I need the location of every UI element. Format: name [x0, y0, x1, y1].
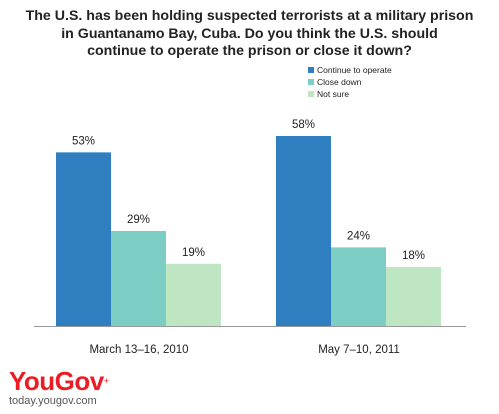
brand-block: YouGov+ today.yougov.com	[9, 368, 109, 408]
data-label-continue-to-operate-2: 58%	[292, 119, 315, 131]
title-line-3: continue to operate the prison or close …	[87, 43, 412, 59]
data-label-not-sure-1: 19%	[182, 247, 205, 259]
legend-swatch-3	[308, 91, 314, 97]
bar-close-down-1	[111, 231, 166, 326]
bar-not-sure-1	[166, 263, 221, 326]
x-tick-label-1: March 13–16, 2010	[89, 344, 188, 356]
data-label-continue-to-operate-1: 53%	[72, 135, 95, 147]
bar-continue-to-operate-1	[56, 152, 111, 326]
x-tick-label-2: May 7–10, 2011	[318, 344, 400, 356]
legend-swatch-2	[308, 79, 314, 85]
data-label-not-sure-2: 18%	[402, 250, 425, 262]
legend-swatch-1	[308, 67, 314, 73]
bar-close-down-2	[331, 247, 386, 326]
bar-continue-to-operate-2	[276, 136, 331, 326]
legend-label-1: Continue to operate	[317, 65, 392, 75]
legend-label-3: Not sure	[317, 89, 349, 99]
title-line-2: in Guantanamo Bay, Cuba. Do you think th…	[61, 25, 438, 42]
data-label-close-down-1: 29%	[127, 214, 150, 226]
legend-label-2: Close down	[317, 77, 362, 87]
bar-not-sure-2	[386, 267, 441, 326]
data-label-close-down-2: 24%	[347, 230, 370, 242]
chart-title: The U.S. has been holding suspected terr…	[0, 8, 499, 61]
title-line-1: The U.S. has been holding suspected terr…	[25, 8, 474, 24]
brand-url: today.yougov.com	[9, 395, 97, 407]
yougov-logo: YouGov+	[9, 366, 109, 396]
